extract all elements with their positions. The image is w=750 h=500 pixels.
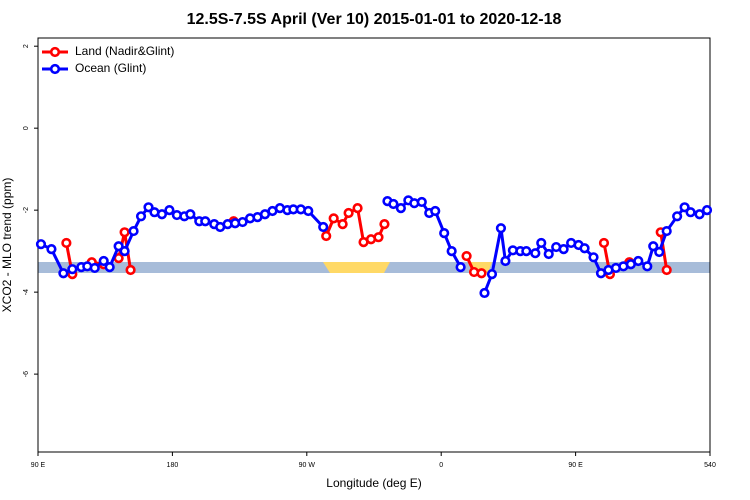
data-point [521,246,532,257]
data-point [135,211,147,222]
data-point [67,264,78,275]
data-point [530,248,541,259]
y-tick-label: 0 [23,126,30,130]
data-point [588,252,599,263]
data-point [156,209,168,220]
data-point [379,218,390,230]
data-point [536,237,547,249]
data-point [185,209,196,220]
data-point [128,225,139,237]
data-point [661,264,672,276]
data-point [672,211,683,222]
data-point [479,287,490,299]
data-point [200,216,211,227]
data-point [701,205,713,216]
data-point [237,216,248,228]
data-point [455,262,466,273]
data-point [461,250,472,262]
data-point [430,205,441,217]
y-tick-label: -2 [23,207,30,213]
data-point [352,203,363,214]
x-axis-label: Longitude (deg E) [326,476,421,490]
data-point [321,230,332,242]
data-point [579,243,590,254]
data-point [648,241,659,252]
data-point [558,243,569,255]
plot-frame [37,37,711,453]
data-point [446,246,457,257]
data-point [694,209,705,220]
data-point [98,255,109,267]
data-point [654,246,665,258]
x-tick-label: 90 E [568,462,583,469]
data-point [125,264,136,276]
data-point [416,196,427,208]
data-point [35,239,47,250]
data-point [633,255,644,267]
data-point [46,243,57,255]
data-point [598,237,610,249]
data-point [61,237,72,249]
x-tick-label: 90 W [299,462,316,469]
data-point [439,228,450,239]
data-point [642,261,653,272]
data-point [685,207,696,218]
data-point [661,225,672,237]
chart-title: 12.5S-7.5S April (Ver 10) 2015-01-01 to … [187,11,562,28]
x-tick-label: 540 [704,462,716,469]
legend-marker [49,46,61,58]
data-point [373,232,384,243]
y-tick-label: 2 [23,44,30,48]
x-tick-label: 180 [167,462,179,469]
data-point [318,221,329,233]
y-tick-label: -6 [23,371,30,377]
land-strip [323,262,390,273]
data-point [58,268,69,279]
data-point [119,246,130,257]
data-point [343,207,354,219]
data-point [495,223,507,234]
data-point [328,213,339,224]
data-point [543,248,554,260]
data-point [119,227,130,238]
x-tick-label: 0 [439,462,443,469]
data-point [388,198,399,210]
legend-label: Land (Nadir&Glint) [75,44,174,58]
data-point [104,262,115,273]
data-point [486,269,498,280]
data-point [395,203,406,214]
legend-marker [49,63,61,75]
data-point [89,262,100,274]
y-axis-label: XCO2 - MLO trend (ppm) [0,178,14,313]
data-point [164,205,175,216]
data-point [476,268,487,279]
x-tick-label: 90 E [31,462,46,469]
data-point [500,255,511,267]
y-tick-label: -4 [23,289,30,295]
data-point [337,218,348,230]
legend-label: Ocean (Glint) [75,61,146,75]
data-point [303,205,314,217]
